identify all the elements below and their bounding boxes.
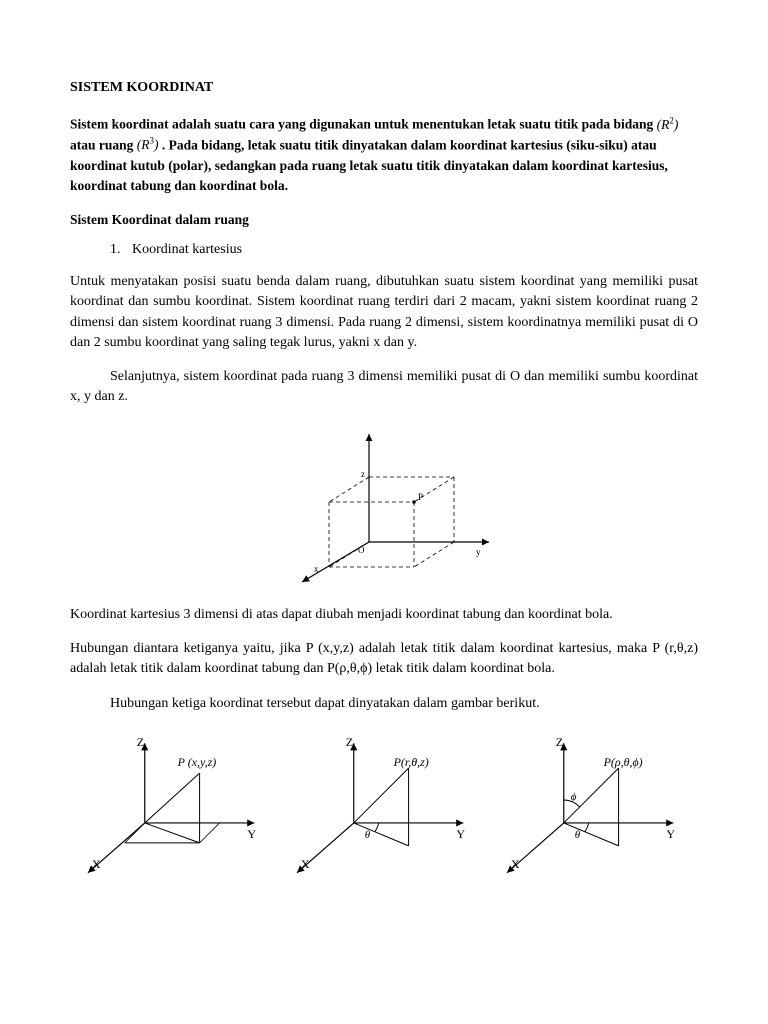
axis-x: X — [511, 857, 520, 871]
paragraph-5: Hubungan ketiga koordinat tersebut dapat… — [70, 694, 698, 714]
axis-z: Z — [346, 735, 353, 749]
document-page: SISTEM KOORDINAT Sistem koordinat adalah… — [0, 0, 768, 928]
intro-text-2: atau ruang — [70, 137, 137, 152]
axis-x-label: x — [314, 564, 319, 574]
intro-text-1: Sistem koordinat adalah suatu cara yang … — [70, 117, 657, 132]
theta-label: θ — [574, 829, 580, 841]
paragraph-2: Selanjutnya, sistem koordinat pada ruang… — [70, 367, 698, 408]
section-subheading: Sistem Koordinat dalam ruang — [70, 212, 698, 228]
coord-cylindrical-svg: Z Y X θ P(r,θ,z) — [279, 728, 488, 888]
axis-y: Y — [247, 827, 256, 841]
point-p-label: P — [418, 492, 423, 502]
paragraph-1: Untuk menyatakan posisi suatu benda dala… — [70, 272, 698, 353]
paragraph-3: Koordinat kartesius 3 dimensi di atas da… — [70, 605, 698, 625]
axis-x: X — [301, 857, 310, 871]
axis-z: Z — [555, 735, 562, 749]
coord-3d-box-svg: z y x O — [254, 422, 514, 592]
math-r3: (R3) — [137, 137, 162, 152]
axis-y-label: y — [476, 547, 481, 557]
axis-y: Y — [457, 827, 466, 841]
list-number: 1. — [110, 242, 132, 258]
p-label-b: P(r,θ,z) — [393, 755, 429, 769]
page-title: SISTEM KOORDINAT — [70, 80, 698, 96]
intro-paragraph: Sistem koordinat adalah suatu cara yang … — [70, 114, 698, 196]
p-label-a: P (x,y,z) — [177, 755, 217, 769]
list-item-1: 1.Koordinat kartesius — [110, 242, 698, 258]
axis-z-label: z — [361, 469, 365, 479]
figure-3d-box: z y x O — [70, 422, 698, 597]
paragraph-4: Hubungan diantara ketiganya yaitu, jika … — [70, 639, 698, 680]
theta-label: θ — [365, 829, 371, 841]
figure-row-three-coords: Z Y X P (x,y,z) Z Y — [70, 728, 698, 888]
coord-spherical-svg: Z Y X θ ϕ P(ρ,θ,ϕ) — [489, 728, 698, 888]
list-text: Koordinat kartesius — [132, 242, 242, 257]
p-label-c: P(ρ,θ,ϕ) — [602, 755, 642, 769]
axis-z: Z — [137, 735, 144, 749]
phi-label: ϕ — [570, 791, 576, 803]
coord-cartesian-svg: Z Y X P (x,y,z) — [70, 728, 279, 888]
math-r2: (R2) — [657, 117, 679, 132]
axis-x: X — [92, 857, 101, 871]
axis-y: Y — [666, 827, 675, 841]
